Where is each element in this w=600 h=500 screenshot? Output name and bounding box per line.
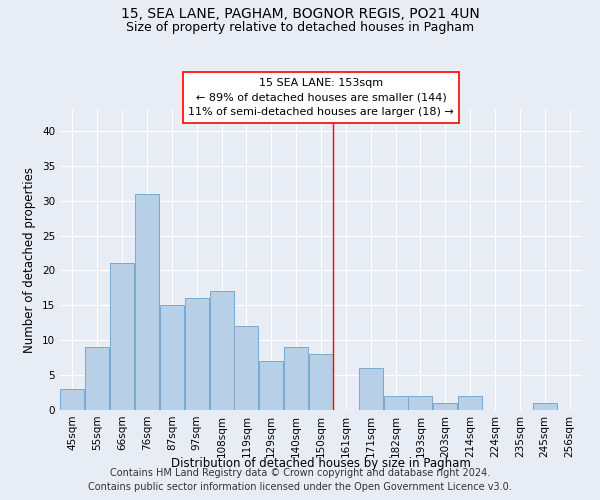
Bar: [235, 326, 259, 410]
Text: Contains HM Land Registry data © Crown copyright and database right 2024.
Contai: Contains HM Land Registry data © Crown c…: [88, 468, 512, 492]
Bar: [185, 298, 209, 410]
Bar: [209, 292, 233, 410]
Bar: [433, 403, 457, 410]
Bar: [359, 368, 383, 410]
Text: Size of property relative to detached houses in Pagham: Size of property relative to detached ho…: [126, 21, 474, 34]
Bar: [309, 354, 333, 410]
Bar: [160, 306, 184, 410]
Bar: [135, 194, 159, 410]
Text: 15, SEA LANE, PAGHAM, BOGNOR REGIS, PO21 4UN: 15, SEA LANE, PAGHAM, BOGNOR REGIS, PO21…: [121, 8, 479, 22]
Bar: [110, 264, 134, 410]
Bar: [284, 347, 308, 410]
Bar: [85, 347, 109, 410]
Bar: [259, 361, 283, 410]
Bar: [409, 396, 433, 410]
Bar: [383, 396, 407, 410]
Bar: [458, 396, 482, 410]
Bar: [533, 403, 557, 410]
Bar: [61, 389, 85, 410]
Y-axis label: Number of detached properties: Number of detached properties: [23, 167, 37, 353]
Text: 15 SEA LANE: 153sqm
← 89% of detached houses are smaller (144)
11% of semi-detac: 15 SEA LANE: 153sqm ← 89% of detached ho…: [188, 78, 454, 117]
Text: Distribution of detached houses by size in Pagham: Distribution of detached houses by size …: [171, 458, 471, 470]
